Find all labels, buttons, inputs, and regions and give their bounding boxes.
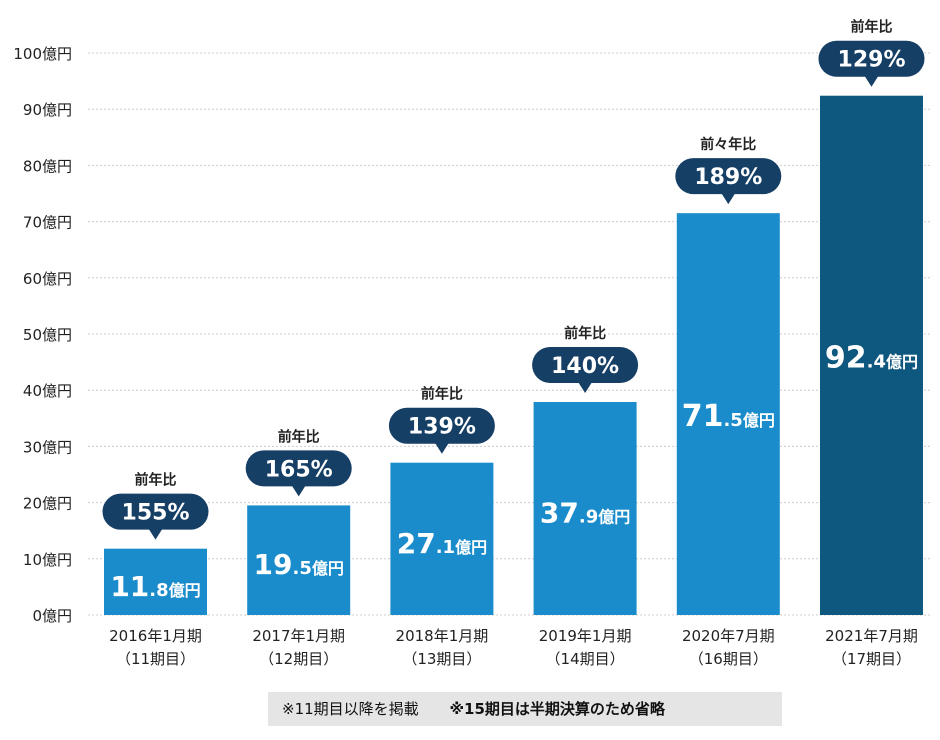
y-tick-label: 80億円: [23, 157, 72, 175]
footnote-text-2: ※15期目は半期決算のため省略: [449, 700, 665, 718]
growth-rate: 165%: [265, 457, 333, 482]
bar-value-label: 27.1億円: [397, 527, 487, 560]
bar: [820, 95, 923, 616]
x-tick-sublabel: （16期目）: [689, 650, 768, 668]
bar: [247, 505, 351, 615]
revenue-bar-chart: 0億円 10億円 20億円 30億円 40億円 50億円 60億円 70億円 80億円 90億円 1…: [13, 19, 930, 668]
x-tick-label: 2021年7月期: [825, 627, 918, 645]
bar: [676, 213, 780, 616]
x-tick-label: 2018年1月期: [396, 627, 489, 645]
y-tick-label: 70億円: [23, 214, 72, 232]
y-tick-label: 30億円: [23, 438, 72, 456]
callout-bubble: [388, 407, 495, 444]
growth-rate: 189%: [694, 165, 762, 190]
bar-value-label: 11.8億円: [110, 570, 200, 603]
growth-callout: 139% 前年比: [388, 386, 495, 454]
footnote-text-1: ※11期目以降を掲載: [282, 700, 419, 718]
bar-value-label: 71.5億円: [682, 399, 775, 434]
x-tick-sublabel: （14期目）: [546, 650, 625, 668]
growth-caption: 前年比: [135, 472, 177, 489]
growth-callouts: 155% 前年比 165% 前年比 139% 前年比 140% 前年比 189% 前々年比 129%…: [102, 19, 925, 540]
growth-caption: 前年比: [421, 386, 463, 403]
bar-value-label: 19.5億円: [254, 548, 344, 581]
growth-callout: 140% 前年比: [532, 325, 639, 394]
growth-callout: 155% 前年比: [102, 472, 209, 540]
x-tick-label: 2016年1月期: [109, 627, 202, 645]
y-tick-label: 10億円: [23, 551, 72, 569]
x-axis-category-labels: 2016年1月期 （11期目） 2017年1月期 （12期目） 2018年1月期 （13期…: [109, 627, 918, 668]
y-tick-label: 20億円: [23, 495, 72, 513]
growth-caption: 前々年比: [700, 136, 756, 153]
x-tick-sublabel: （17期目）: [832, 650, 911, 668]
callout-pointer: [578, 382, 593, 394]
bar-value-label: 37.9億円: [540, 497, 630, 530]
growth-rate: 140%: [551, 354, 619, 379]
y-tick-label: 60億円: [23, 270, 72, 288]
growth-caption: 前年比: [851, 19, 893, 36]
growth-rate: 155%: [122, 501, 190, 526]
bars: [104, 95, 923, 616]
x-tick-label: 2020年7月期: [682, 627, 775, 645]
footnote: ※11期目以降を掲載 ※15期目は半期決算のため省略: [268, 692, 782, 726]
growth-caption: 前年比: [278, 428, 320, 445]
callout-bubble: [245, 450, 352, 487]
growth-rate: 139%: [408, 415, 476, 440]
callout-bubble: [532, 347, 639, 384]
callout-bubble: [675, 158, 782, 195]
growth-callout: 189% 前々年比: [675, 136, 782, 205]
x-tick-sublabel: （12期目）: [259, 650, 338, 668]
growth-callout: 165% 前年比: [245, 428, 352, 497]
grid-lines: [88, 52, 930, 616]
callout-bubble: [102, 493, 209, 530]
callout-pointer: [291, 485, 306, 497]
callout-pointer: [434, 442, 449, 454]
bar: [390, 462, 494, 615]
x-tick-sublabel: （13期目）: [402, 650, 481, 668]
callout-bubble: [818, 40, 925, 77]
callout-pointer: [148, 528, 163, 540]
y-tick-label: 50億円: [23, 326, 72, 344]
bar: [533, 402, 637, 615]
y-tick-label: 0億円: [32, 607, 72, 625]
y-tick-label: 90億円: [23, 101, 72, 119]
x-tick-sublabel: （11期目）: [116, 650, 195, 668]
x-tick-label: 2017年1月期: [252, 627, 345, 645]
growth-caption: 前年比: [564, 325, 606, 342]
callout-pointer: [864, 75, 879, 87]
x-tick-label: 2019年1月期: [539, 627, 632, 645]
growth-rate: 129%: [838, 48, 906, 73]
y-tick-label: 40億円: [23, 382, 72, 400]
y-axis-tick-labels: 0億円 10億円 20億円 30億円 40億円 50億円 60億円 70億円 80億円 90億円 1…: [13, 45, 72, 625]
y-tick-label: 100億円: [13, 45, 72, 63]
bar-value-labels: 11.8億円 19.5億円 27.1億円 37.9億円 71.5億円 92.4億円: [110, 340, 918, 602]
callout-pointer: [721, 193, 736, 205]
bar-value-label: 92.4億円: [825, 340, 918, 375]
growth-callout: 129% 前年比: [818, 19, 925, 87]
bar: [104, 548, 207, 615]
